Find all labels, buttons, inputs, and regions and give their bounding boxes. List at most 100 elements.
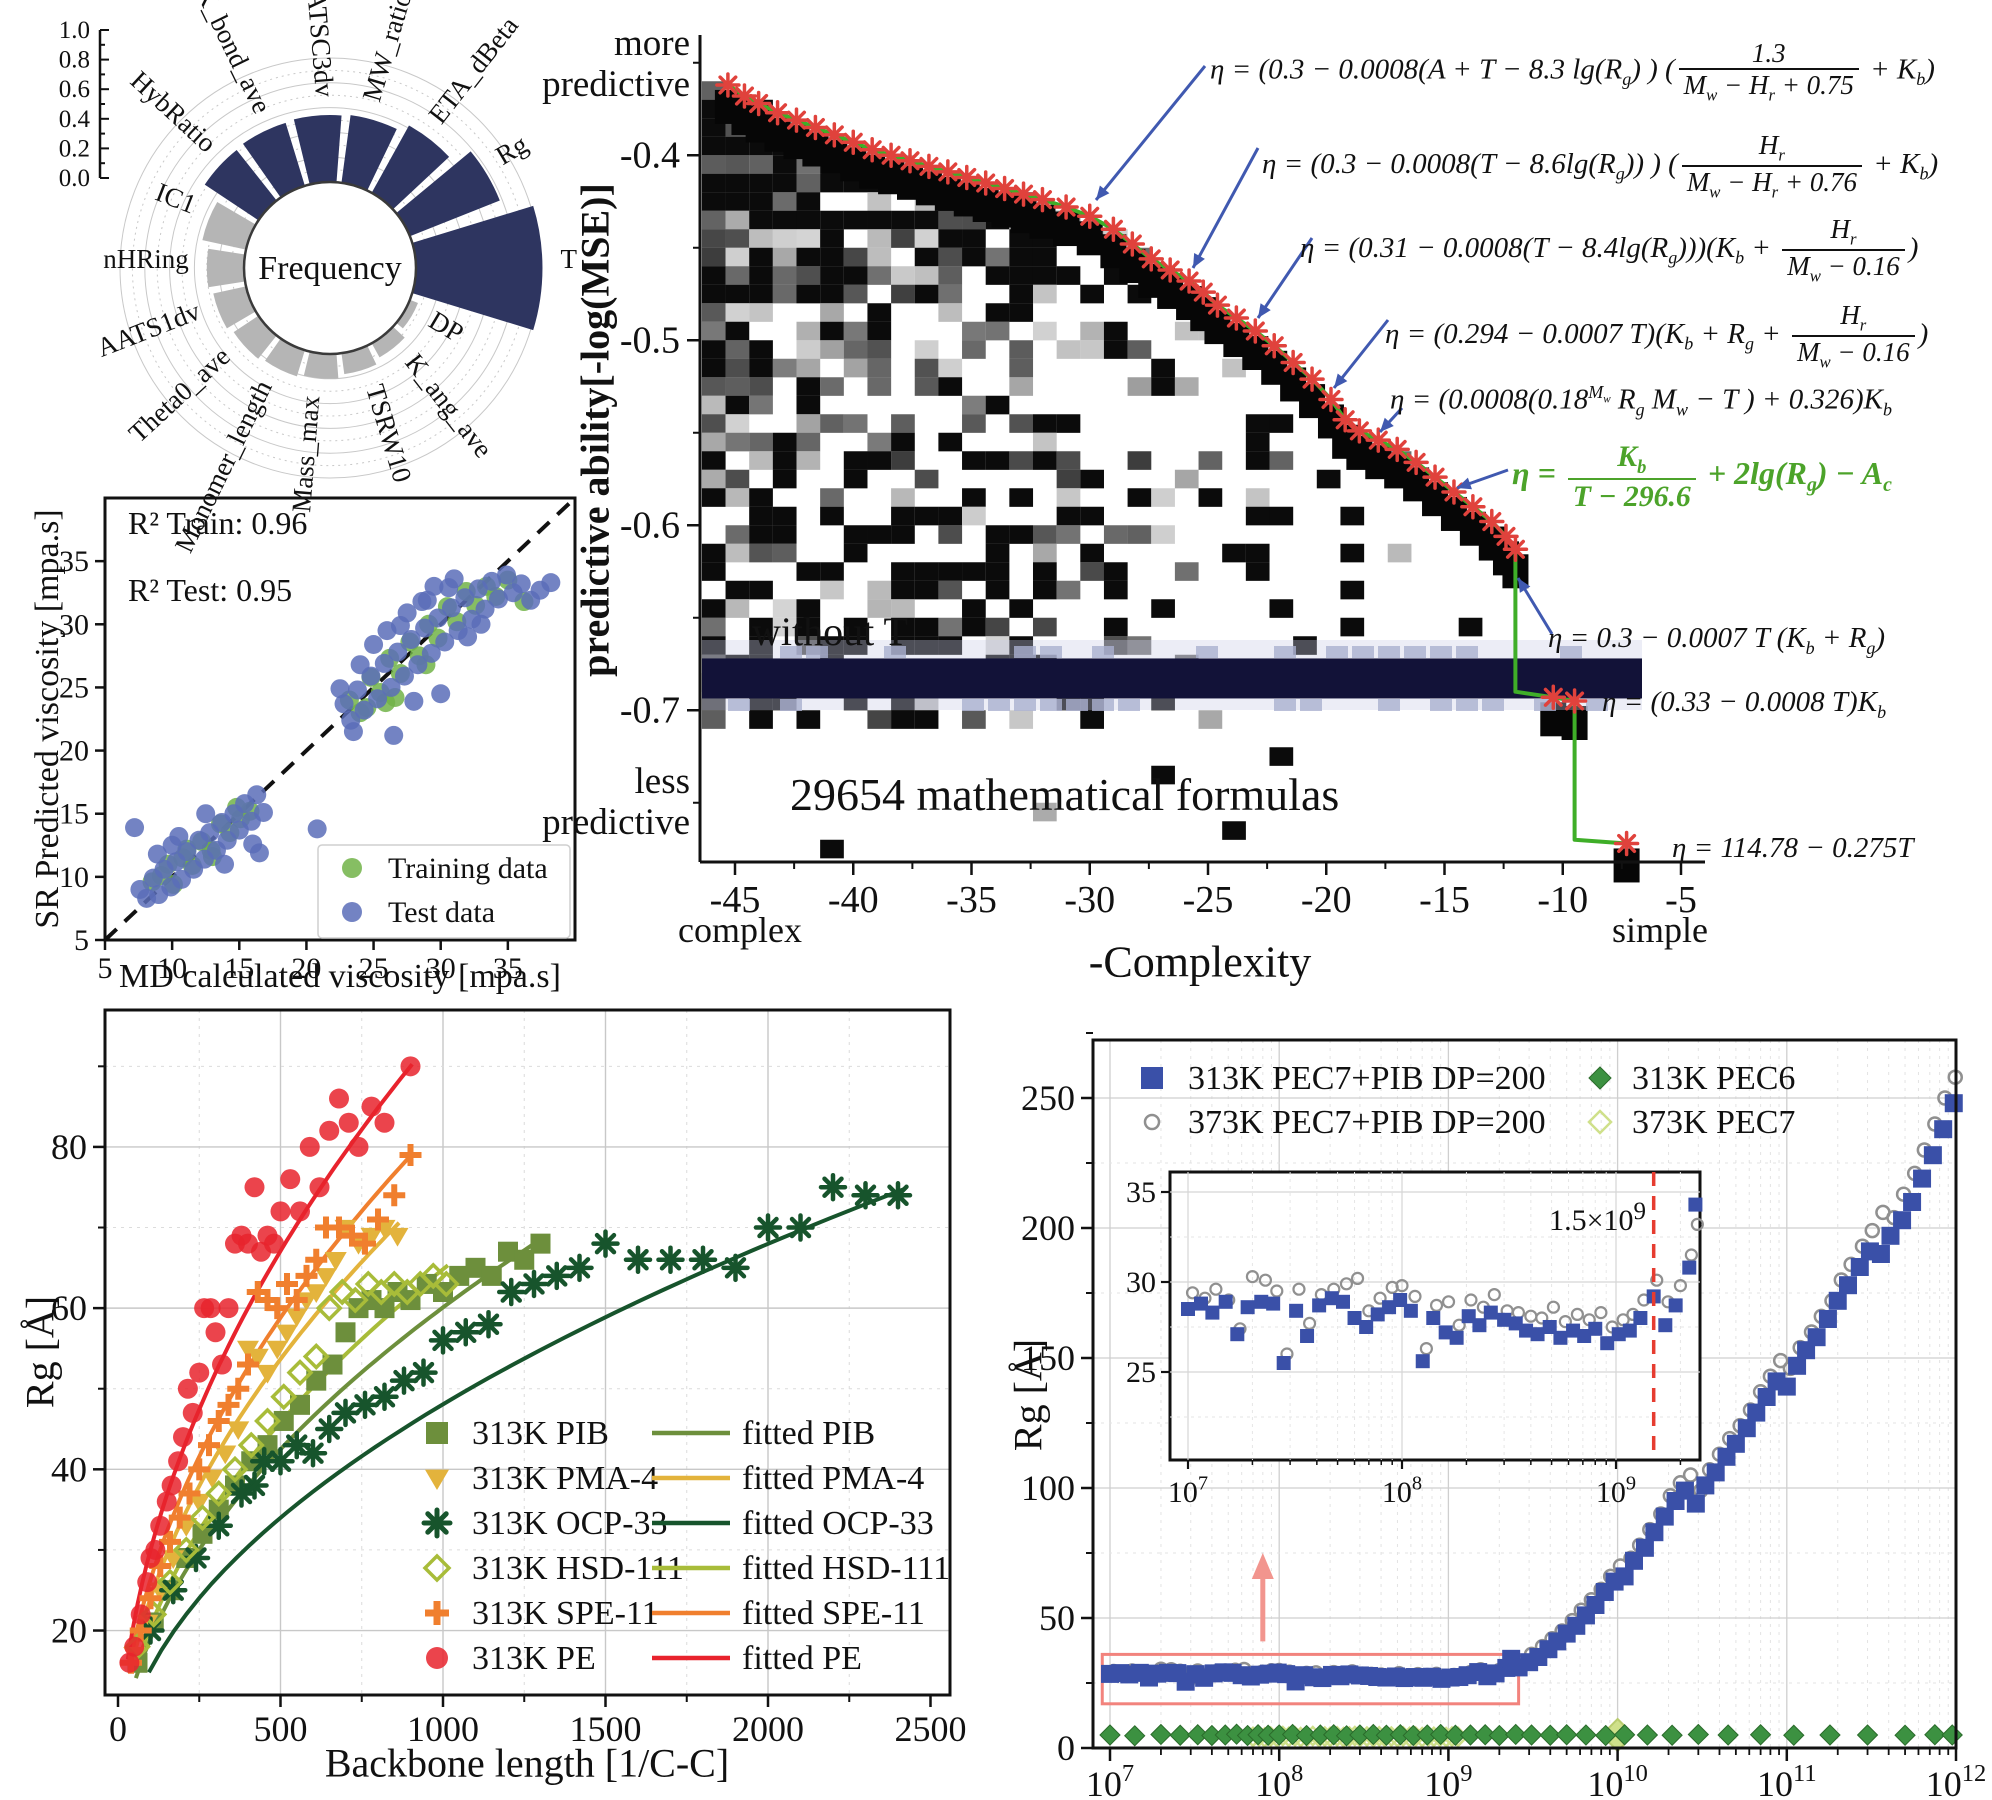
svg-text:1010: 1010 bbox=[1587, 1760, 1647, 1800]
svg-text:35: 35 bbox=[1126, 1176, 1156, 1209]
rgmw-axes: 107 108 109 1010 1011 1012 0 50 100 150 200 250 bbox=[1021, 1032, 1986, 1800]
inset-plot: 35 30 25 107 108 109 bbox=[1126, 1170, 1704, 1509]
svg-text:0.8: 0.8 bbox=[59, 47, 90, 74]
inset-threshold-label: 1.5×109 bbox=[1549, 1198, 1646, 1237]
svg-text:40: 40 bbox=[51, 1449, 87, 1489]
svg-text:0.2: 0.2 bbox=[59, 135, 90, 162]
series-313K-PE bbox=[119, 1056, 421, 1673]
svg-text:25: 25 bbox=[359, 952, 389, 985]
svg-text:20: 20 bbox=[51, 1611, 87, 1651]
svg-text:1011: 1011 bbox=[1757, 1760, 1817, 1800]
svg-text:fitted HSD-111: fitted HSD-111 bbox=[742, 1550, 950, 1587]
series-313K-PEC7-PIB bbox=[1101, 1094, 1963, 1691]
svg-text:-10: -10 bbox=[1537, 879, 1588, 921]
polar-bars bbox=[202, 115, 543, 379]
pareto-more-predictive-label: more predictive bbox=[542, 23, 690, 105]
rgmw-legend: 313K PEC7+PIB DP=200 373K PEC7+PIB DP=200… bbox=[1141, 1060, 1795, 1141]
svg-text:fitted PMA-4: fitted PMA-4 bbox=[742, 1460, 924, 1497]
svg-text:60: 60 bbox=[51, 1288, 87, 1328]
svg-text:2500: 2500 bbox=[895, 1709, 967, 1749]
polar-label: T bbox=[560, 244, 577, 274]
series-Test-data bbox=[125, 565, 561, 908]
svg-text:313K PE: 313K PE bbox=[472, 1640, 596, 1677]
backbone-xaxis-title: Backbone length [1/C-C] bbox=[324, 1740, 730, 1786]
svg-text:-0.4: -0.4 bbox=[620, 134, 680, 176]
svg-text:10: 10 bbox=[157, 952, 187, 985]
heatmap-cells bbox=[701, 81, 1483, 859]
formula-arrows bbox=[1094, 65, 1554, 635]
svg-text:150: 150 bbox=[1021, 1338, 1075, 1378]
svg-text:nHRing: nHRing bbox=[103, 244, 189, 274]
svg-text:313K PEC7+PIB DP=200: 313K PEC7+PIB DP=200 bbox=[1188, 1060, 1546, 1097]
svg-text:313K OCP-33: 313K OCP-33 bbox=[472, 1505, 668, 1542]
formula-5: η = (0.0008(0.18Mw Rg Mw − T ) + 0.326)K… bbox=[1390, 382, 1892, 420]
pareto-less-predictive-label: less predictive bbox=[542, 761, 690, 843]
formula-9: η = 114.78 − 0.275T bbox=[1672, 832, 1914, 864]
backbone-axes: 0 500 1000 1500 2000 2500 20 40 60 80 bbox=[51, 1008, 967, 1749]
svg-text:80: 80 bbox=[51, 1127, 87, 1167]
without-t-band bbox=[702, 640, 1642, 711]
svg-text:35: 35 bbox=[493, 952, 523, 985]
fit-313K-PE bbox=[125, 1062, 414, 1660]
svg-text:30: 30 bbox=[59, 608, 89, 641]
formula-7: η = 0.3 − 0.0007 T (Kb + Rg) bbox=[1548, 622, 1886, 658]
svg-text:15: 15 bbox=[224, 952, 254, 985]
fit-313K-OCP-33 bbox=[147, 1187, 906, 1674]
svg-text:313K SPE-11: 313K SPE-11 bbox=[472, 1595, 659, 1632]
svg-text:fitted PE: fitted PE bbox=[742, 1640, 862, 1677]
svg-text:108: 108 bbox=[1382, 1472, 1422, 1509]
svg-text:250: 250 bbox=[1021, 1078, 1075, 1118]
svg-text:373K PEC7+PIB DP=200: 373K PEC7+PIB DP=200 bbox=[1188, 1104, 1546, 1141]
svg-text:20: 20 bbox=[291, 952, 321, 985]
svg-text:1012: 1012 bbox=[1926, 1760, 1986, 1800]
svg-text:373K PEC7: 373K PEC7 bbox=[1632, 1104, 1795, 1141]
parity-axes: 55 10 10 15 15 20 20 25 25 30 30 35 35 bbox=[59, 496, 577, 985]
svg-text:2000: 2000 bbox=[732, 1709, 804, 1749]
formula-count-label: 29654 mathematical formulas bbox=[790, 769, 1340, 820]
svg-text:200: 200 bbox=[1021, 1208, 1075, 1248]
svg-text:T: T bbox=[560, 244, 577, 274]
svg-text:1000: 1000 bbox=[407, 1709, 479, 1749]
inset-pointer-arrow bbox=[1251, 1553, 1274, 1642]
svg-text:0.6: 0.6 bbox=[59, 76, 90, 103]
svg-text:Test data: Test data bbox=[388, 896, 495, 929]
polar-label: nHRing bbox=[103, 244, 189, 274]
svg-text:35: 35 bbox=[59, 545, 89, 578]
without-t-label: without T bbox=[752, 609, 908, 654]
svg-text:109: 109 bbox=[1596, 1472, 1636, 1509]
svg-text:108: 108 bbox=[1255, 1760, 1303, 1800]
svg-text:1.0: 1.0 bbox=[59, 17, 90, 44]
svg-text:0.4: 0.4 bbox=[59, 106, 91, 133]
svg-text:500: 500 bbox=[254, 1709, 308, 1749]
formula-1: η = (0.3 − 0.0008(A + T − 8.3 lg(Rg) ) (… bbox=[1210, 38, 1935, 105]
svg-text:-0.5: -0.5 bbox=[620, 319, 680, 361]
svg-text:Frequency: Frequency bbox=[258, 250, 402, 287]
polar-center-label: Frequency bbox=[258, 250, 402, 287]
svg-text:fitted SPE-11: fitted SPE-11 bbox=[742, 1595, 925, 1632]
pareto-yaxis-title: predictive ability[-log(MSE)] bbox=[572, 183, 618, 677]
svg-text:-5: -5 bbox=[1665, 879, 1697, 921]
series-313K-SPE-11 bbox=[120, 1143, 422, 1674]
parity-xaxis-title: MD calculated viscosity [mpa.s] bbox=[119, 958, 561, 995]
svg-text:-15: -15 bbox=[1419, 879, 1470, 921]
svg-text:5: 5 bbox=[74, 924, 89, 957]
formula-3: η = (0.31 − 0.0008(T − 8.4lg(Rg)))(Kb + … bbox=[1300, 214, 1919, 286]
svg-text:25: 25 bbox=[59, 671, 89, 704]
backbone-yaxis-title: Rg [Å] bbox=[17, 1295, 63, 1409]
series-313K-HSD-111 bbox=[124, 1262, 460, 1661]
svg-text:-0.7: -0.7 bbox=[620, 689, 680, 731]
pareto-complex-label: complex bbox=[678, 910, 802, 950]
svg-text:0: 0 bbox=[1057, 1728, 1075, 1768]
pareto-xaxis-title: -Complexity bbox=[1088, 937, 1312, 987]
svg-text:-45: -45 bbox=[710, 879, 761, 921]
svg-text:313K HSD-111: 313K HSD-111 bbox=[472, 1550, 684, 1587]
formula-8: η = (0.33 − 0.0008 T)Kb bbox=[1602, 686, 1887, 722]
pareto-simple-label: simple bbox=[1612, 910, 1708, 950]
svg-text:30: 30 bbox=[426, 952, 456, 985]
rgmw-yaxis-title: Rg [Å] bbox=[1005, 1338, 1051, 1452]
